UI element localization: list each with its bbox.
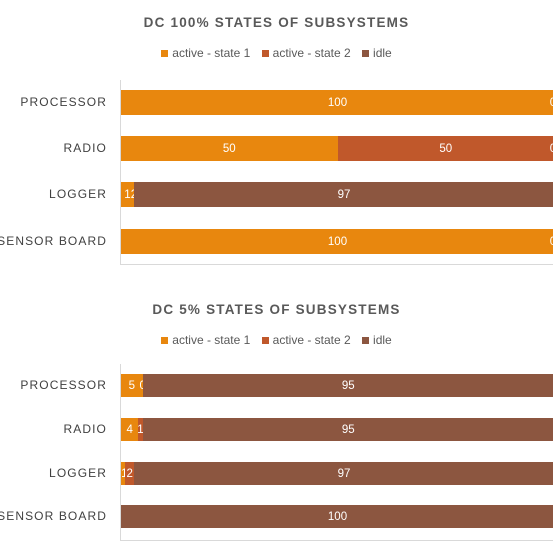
plot-area: PROCESSOR1000RADIO50500LOGGER1297SENSOR … xyxy=(120,80,553,265)
category-label: RADIO xyxy=(63,418,107,441)
category-label: SENSOR BOARD xyxy=(0,505,107,528)
category-label: PROCESSOR xyxy=(20,374,107,397)
legend-label: active - state 1 xyxy=(172,333,250,347)
bar-row: SENSOR BOARD1000 xyxy=(121,229,553,254)
bar-row: SENSOR BOARD0100 xyxy=(121,505,553,528)
bar-row: PROCESSOR1000 xyxy=(121,90,553,115)
chart-dc-100: DC 100% STATES OF SUBSYSTEMS active - st… xyxy=(0,0,553,275)
legend-swatch xyxy=(262,337,269,344)
legend-item-idle: idle xyxy=(362,333,392,347)
data-label: 5 xyxy=(129,380,135,392)
legend-swatch xyxy=(161,50,168,57)
category-label: LOGGER xyxy=(49,182,107,207)
category-label: LOGGER xyxy=(49,462,107,485)
data-label: 1 xyxy=(124,189,130,201)
chart-dc-5: DC 5% STATES OF SUBSYSTEMS active - stat… xyxy=(0,286,553,541)
legend-item-active-state-1: active - state 1 xyxy=(161,46,250,60)
legend-item-active-state-1: active - state 1 xyxy=(161,333,250,347)
data-label: 95 xyxy=(342,424,355,436)
category-label: PROCESSOR xyxy=(20,90,107,115)
plot-area: PROCESSOR5095RADIO4195LOGGER1297SENSOR B… xyxy=(120,364,553,541)
data-label: 97 xyxy=(338,468,351,480)
legend-swatch xyxy=(262,50,269,57)
legend-label: active - state 2 xyxy=(273,46,351,60)
category-label: SENSOR BOARD xyxy=(0,229,107,254)
data-label: 100 xyxy=(328,236,347,248)
legend-label: active - state 1 xyxy=(172,46,250,60)
data-label: 100 xyxy=(328,511,347,523)
legend-item-active-state-2: active - state 2 xyxy=(262,333,351,347)
legend-item-active-state-2: active - state 2 xyxy=(262,46,351,60)
data-label: 100 xyxy=(328,97,347,109)
legend-swatch xyxy=(362,50,369,57)
legend-item-idle: idle xyxy=(362,46,392,60)
data-label: 50 xyxy=(223,143,236,155)
data-label: 50 xyxy=(439,143,452,155)
data-label: 4 xyxy=(126,424,132,436)
legend-label: idle xyxy=(373,46,392,60)
bar-row: RADIO 4 1 95 xyxy=(121,418,553,441)
data-label: 95 xyxy=(342,380,355,392)
legend: active - state 1 active - state 2 idle xyxy=(0,333,553,347)
data-label: 97 xyxy=(338,189,351,201)
chart-title: DC 5% STATES OF SUBSYSTEMS xyxy=(0,302,553,317)
bar-row: PROCESSOR5095 xyxy=(121,374,553,397)
legend: active - state 1 active - state 2 idle xyxy=(0,46,553,60)
legend-swatch xyxy=(362,337,369,344)
legend-label: idle xyxy=(373,333,392,347)
data-label: 2 xyxy=(126,468,132,480)
category-label: RADIO xyxy=(63,136,107,161)
legend-swatch xyxy=(161,337,168,344)
legend-label: active - state 2 xyxy=(273,333,351,347)
chart-title: DC 100% STATES OF SUBSYSTEMS xyxy=(0,15,553,30)
bar-row: RADIO50500 xyxy=(121,136,553,161)
